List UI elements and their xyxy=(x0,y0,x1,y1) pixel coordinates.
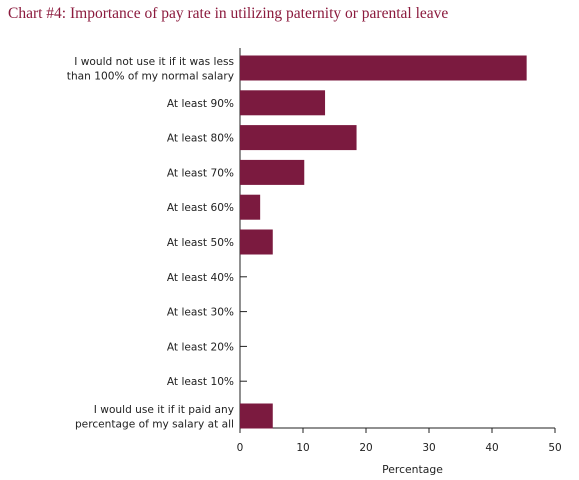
x-ticks: 0 10 20 30 40 50 xyxy=(237,428,562,454)
category-label: At least 80% xyxy=(167,133,234,145)
bar xyxy=(240,403,273,429)
bar xyxy=(240,229,273,255)
x-tick-label: 0 xyxy=(237,442,244,454)
category-labels: I would not use it if it was less than 10… xyxy=(67,56,234,431)
x-tick-label: 10 xyxy=(296,442,309,454)
category-label: I would not use it if it was less than 10… xyxy=(67,56,234,83)
category-label: At least 50% xyxy=(167,237,234,249)
bar xyxy=(240,90,326,116)
bar xyxy=(240,159,305,185)
category-label: At least 70% xyxy=(167,167,234,179)
category-label: At least 20% xyxy=(167,341,234,353)
x-tick-label: 50 xyxy=(548,442,561,454)
bar xyxy=(240,194,261,220)
x-axis-title: Percentage xyxy=(382,463,443,476)
bars xyxy=(240,55,527,429)
bar xyxy=(240,125,357,151)
x-tick-label: 40 xyxy=(485,442,498,454)
category-label: At least 10% xyxy=(167,376,234,388)
chart-title: Chart #4: Importance of pay rate in util… xyxy=(8,5,449,22)
x-tick-label: 20 xyxy=(359,442,372,454)
category-label: I would use it if it paid any percentage … xyxy=(75,404,234,431)
category-label: At least 90% xyxy=(167,98,234,110)
bar xyxy=(240,55,527,81)
category-label: At least 40% xyxy=(167,272,234,284)
x-tick-label: 30 xyxy=(422,442,435,454)
category-label: At least 60% xyxy=(167,202,234,214)
category-label: At least 30% xyxy=(167,307,234,319)
